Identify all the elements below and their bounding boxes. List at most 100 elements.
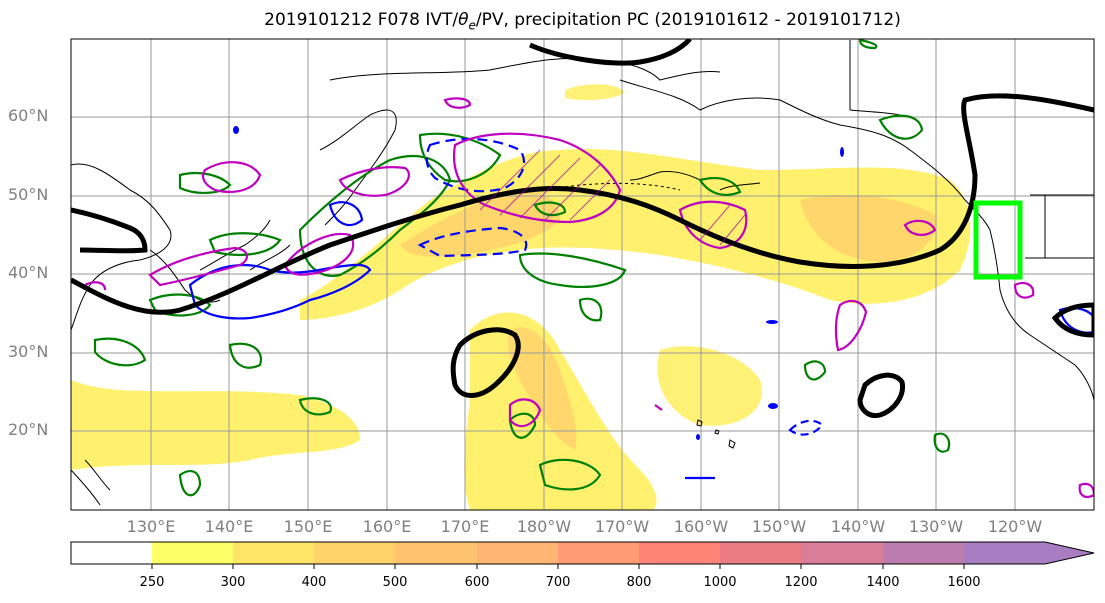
- title-prefix: 2019101212 F078 IVT/: [264, 10, 459, 30]
- colorbar-label-600: 600: [464, 575, 490, 590]
- pv-contour-trough: [298, 155, 452, 278]
- colorbar-segment-1: [152, 542, 233, 564]
- coastline-alaska: [619, 79, 991, 231]
- lon-label-170w: 170°W: [594, 517, 650, 536]
- lon-label-160w: 160°W: [673, 517, 729, 536]
- map-plot-area: [71, 39, 1094, 510]
- small-features: [233, 126, 844, 440]
- colorbar-label-1200: 1200: [784, 575, 818, 590]
- pv-contours: [93, 39, 951, 497]
- ivt-core-3: [508, 327, 577, 450]
- pv-contour-south1: [538, 458, 602, 491]
- lat-label-60n: 60°N: [8, 106, 49, 125]
- colorbar-segment-8: [720, 542, 801, 564]
- coastline-north-america: [849, 40, 1094, 401]
- colorbar-label-1600: 1600: [947, 575, 981, 590]
- blue-contour-trough2: [417, 226, 528, 258]
- title-suffix: /PV, precipitation PC (2019101612 - 2019…: [475, 10, 901, 30]
- magenta-contour-asia: [201, 161, 262, 193]
- map-frame: [70, 38, 1095, 511]
- pv-contour-w1: [178, 171, 232, 194]
- colorbar-segment-3: [314, 542, 395, 564]
- theta-e-positive-contours: [84, 97, 1094, 499]
- pv-contour-central: [518, 252, 627, 288]
- jet-contour-main: [71, 93, 1094, 315]
- ivt-band-west: [71, 380, 360, 470]
- colorbar-segment-0: [71, 542, 152, 564]
- colorbar-segment-11: [964, 542, 1094, 564]
- pv-contour-central2: [533, 201, 567, 217]
- ivt-core-2: [800, 195, 936, 262]
- pv-contour-aleutian: [698, 176, 742, 196]
- lon-label-140w: 140°W: [830, 517, 886, 536]
- colorbar-label-400: 400: [301, 575, 327, 590]
- theta-e-negative-contours: [188, 137, 1094, 480]
- lon-label-160e: 160°E: [362, 517, 412, 536]
- highlight-box: [973, 200, 1023, 280]
- colorbar-label-300: 300: [220, 575, 246, 590]
- colorbar-ticks: [151, 564, 965, 569]
- colorbar-label-250: 250: [139, 575, 165, 590]
- magenta-contour-w: [84, 281, 107, 291]
- magenta-contour-small: [654, 404, 663, 411]
- magenta-contour-coast: [1013, 281, 1035, 299]
- colorbar-segment-6: [558, 542, 639, 564]
- pv-contour-pac2: [578, 297, 603, 322]
- coastline-philippines: [71, 459, 111, 506]
- jet-contours: [71, 39, 1094, 419]
- magenta-contour-ne: [903, 219, 937, 236]
- title-theta-subscript: e: [468, 18, 476, 33]
- colorbar: [70, 541, 1095, 569]
- colorbar-label-500: 500: [382, 575, 408, 590]
- magenta-contour-aleutian: [678, 200, 748, 250]
- colorbar-outline: [70, 541, 1095, 565]
- lon-label-150e: 150°E: [283, 517, 333, 536]
- ivt-patch-hawaii: [657, 346, 762, 426]
- colorbar-segment-4: [395, 542, 477, 564]
- colorbar-label-1000: 1000: [703, 575, 737, 590]
- magenta-contour-japan2: [283, 232, 355, 276]
- colorbar-segment-9: [801, 542, 883, 564]
- lon-label-120w: 120°W: [987, 517, 1043, 536]
- pv-contour-w2: [208, 232, 282, 256]
- pv-contour-ne: [933, 432, 951, 453]
- hatching: [479, 149, 746, 246]
- colorbar-segment-5: [477, 542, 558, 564]
- magenta-contour-trough: [452, 132, 622, 224]
- jet-contour-west: [71, 207, 148, 254]
- pv-contour-trough-core: [418, 132, 502, 183]
- pv-contour-alaska: [878, 114, 924, 140]
- blue-contour-kuril: [328, 201, 364, 227]
- colorbar-label-800: 800: [626, 575, 652, 590]
- ivt-patch-nw: [565, 84, 625, 100]
- pv-contour-south3: [508, 412, 537, 439]
- lon-label-140e: 140°E: [204, 517, 254, 536]
- pv-contour-w6: [298, 397, 333, 416]
- lat-label-20n: 20°N: [8, 420, 49, 439]
- jet-contour-north: [529, 39, 692, 66]
- colorbar-label-1400: 1400: [866, 575, 900, 590]
- jet-contour-loop-east: [857, 372, 906, 419]
- lat-label-50n: 50°N: [8, 185, 49, 204]
- magenta-contour-pac: [834, 299, 868, 352]
- coastline-kamchatka: [319, 109, 397, 226]
- coastline-hawaii: [696, 419, 736, 449]
- jet-contour-ne-loop: [1051, 302, 1094, 338]
- colorbar-segment-7: [639, 542, 720, 564]
- pv-contour-south2: [178, 470, 202, 497]
- lon-label-130w: 130°W: [908, 517, 964, 536]
- map-title: 2019101212 F078 IVT/θe/PV, precipitation…: [0, 10, 1105, 32]
- lon-label-170e: 170°E: [440, 517, 490, 536]
- colorbar-segment-10: [883, 542, 964, 564]
- lon-label-180w: 180°W: [516, 517, 572, 536]
- lon-label-150w: 150°W: [751, 517, 807, 536]
- lat-label-40n: 40°N: [8, 263, 49, 282]
- magenta-contour-south: [508, 398, 542, 428]
- magenta-contour-japan: [148, 246, 248, 287]
- magenta-contour-se: [1078, 482, 1094, 499]
- pv-contour-nw: [858, 39, 878, 50]
- lat-label-30n: 30°N: [8, 342, 49, 361]
- lon-label-130e: 130°E: [126, 517, 176, 536]
- colorbar-label-700: 700: [545, 575, 571, 590]
